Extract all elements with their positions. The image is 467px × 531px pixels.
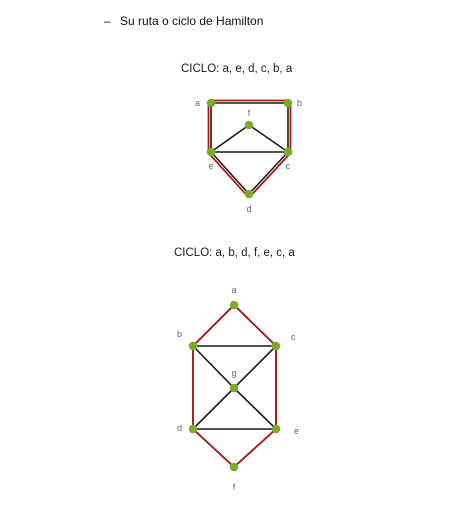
graph1-vertex-a bbox=[206, 98, 216, 108]
graph1-edge-f-c bbox=[248, 124, 289, 153]
graph2-cycle-edge-f-e bbox=[233, 428, 277, 468]
graph2-vertex-c bbox=[271, 341, 281, 351]
graph1-vertex-label-d: d bbox=[246, 204, 251, 214]
graph1-caption: CICLO: a, e, d, c, b, a bbox=[181, 63, 293, 75]
graph2-vertex-e bbox=[271, 424, 281, 434]
bullet-dash: – bbox=[104, 14, 111, 28]
graph2-edge-b-g bbox=[192, 345, 235, 389]
heading-text: Su ruta o ciclo de Hamilton bbox=[120, 14, 264, 28]
graph1-vertex-label-a: a bbox=[195, 98, 200, 108]
graph1-vertex-e bbox=[206, 147, 216, 157]
graph2-cycle-edge-a-b bbox=[192, 304, 235, 347]
graph2-vertex-f bbox=[229, 462, 239, 472]
graph2-edge-c-g bbox=[233, 345, 277, 389]
graph1-edge-d-c bbox=[248, 151, 289, 195]
graph1-vertex-b bbox=[283, 98, 293, 108]
graph1-vertex-d bbox=[244, 189, 254, 199]
graph1-cycle-edge-e-d bbox=[208, 153, 248, 197]
graph2-vertex-label-e: e bbox=[294, 426, 299, 436]
graph2-edge-g-e bbox=[233, 387, 277, 430]
graph2-vertex-b bbox=[188, 341, 198, 351]
graph2-cycle-edge-c-a bbox=[233, 304, 277, 347]
graph1-vertex-label-f: f bbox=[248, 108, 251, 118]
graph1-edge-e-f bbox=[210, 124, 250, 153]
graph2-cycle-edge-d-f bbox=[192, 428, 235, 468]
graph1-edge-e-d bbox=[210, 151, 250, 195]
graph2-vertex-g bbox=[229, 383, 239, 393]
graph2-vertex-label-b: b bbox=[177, 329, 182, 339]
graph1-vertex-f bbox=[244, 120, 254, 130]
graph1-vertex-label-e: e bbox=[208, 161, 213, 171]
graph2-edge-g-d bbox=[192, 387, 235, 430]
graph2-caption: CICLO: a, b, d, f, e, c, a bbox=[174, 247, 295, 259]
graph1-vertex-label-b: b bbox=[297, 98, 302, 108]
graph2-vertex-label-c: c bbox=[291, 332, 296, 342]
graph2-vertex-label-f: f bbox=[233, 482, 236, 492]
bullet-heading: – Su ruta o ciclo de Hamilton bbox=[104, 14, 263, 28]
graph2-vertex-label-a: a bbox=[231, 285, 236, 295]
graph2-vertex-label-g: g bbox=[231, 368, 236, 378]
graph1-vertex-label-c: c bbox=[286, 161, 291, 171]
graph1-cycle-edge-d-c bbox=[250, 153, 291, 197]
graph2-vertex-a bbox=[229, 300, 239, 310]
graph2-vertex-label-d: d bbox=[177, 423, 182, 433]
graph1-vertex-c bbox=[283, 147, 293, 157]
graph2-vertex-d bbox=[188, 424, 198, 434]
